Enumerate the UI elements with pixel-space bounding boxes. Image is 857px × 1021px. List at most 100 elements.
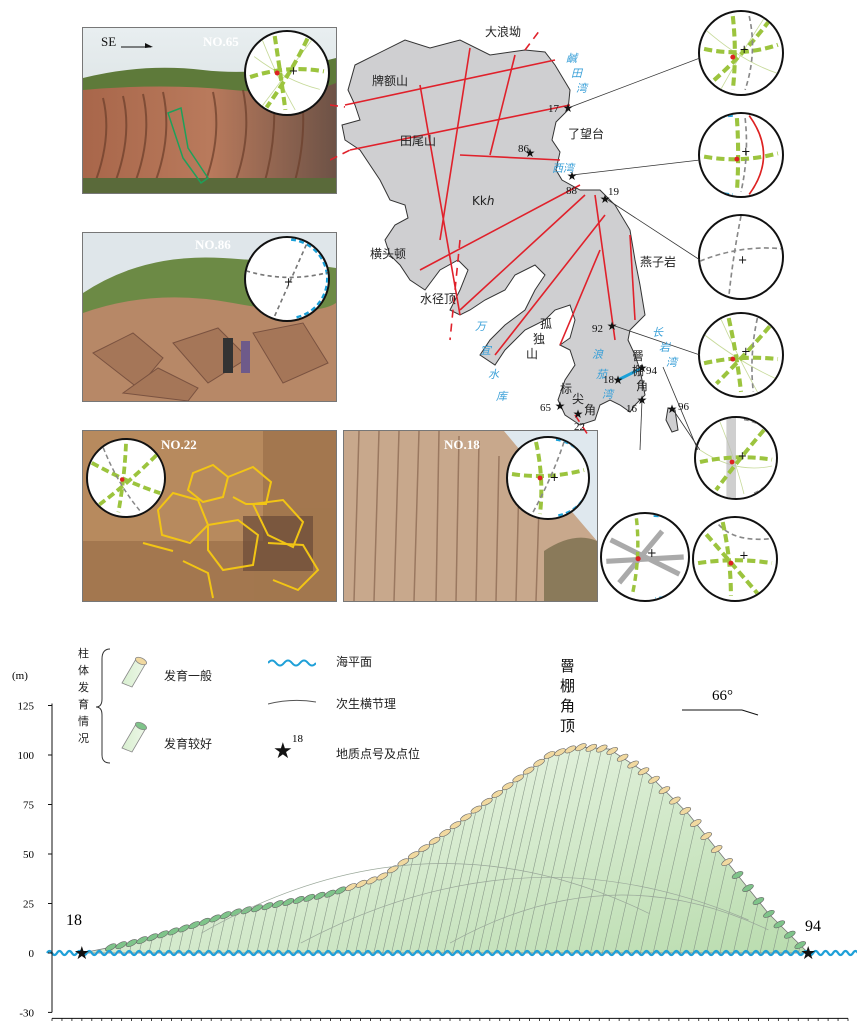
svg-text:宜: 宜 [480, 344, 493, 357]
column-top [752, 897, 765, 905]
column-top [230, 908, 242, 917]
column-good-icon [121, 721, 147, 753]
column-top [104, 943, 117, 952]
svg-text:+: + [738, 253, 748, 267]
svg-text:+: + [738, 450, 747, 463]
column-edge [719, 874, 738, 954]
right-point-label: 94 [805, 918, 821, 935]
water-langjiawan: 浪茄湾 [592, 348, 615, 401]
column-edge [514, 752, 561, 954]
column-edge [443, 809, 477, 954]
column-general-icon [121, 656, 147, 688]
svg-text:+: + [739, 548, 749, 562]
column-edge [266, 904, 279, 954]
stereonet-17: + [698, 10, 784, 96]
column-edge [469, 786, 509, 954]
svg-text:+: + [739, 42, 749, 56]
stereonet-96: + [692, 516, 778, 602]
svg-text:田: 田 [571, 67, 584, 80]
svg-text:角: 角 [584, 403, 596, 417]
place-shuijingding: 水径顶 [420, 292, 456, 306]
column-edge [417, 832, 446, 954]
column-top [418, 844, 430, 853]
svg-text:★: ★ [525, 146, 536, 160]
point-92: 92 [592, 323, 603, 335]
column-top [470, 805, 483, 814]
column-edge [187, 925, 195, 954]
legend-point-num: 18 [292, 733, 303, 745]
water-xiwan: 西湾 [552, 162, 576, 175]
column-top [575, 743, 587, 752]
svg-text:+: + [289, 64, 299, 78]
column-edge [382, 862, 404, 954]
svg-text:★: ★ [567, 169, 578, 183]
column-top [606, 747, 618, 755]
legend-column-general: 发育一般 [164, 669, 213, 683]
column-top [721, 858, 733, 866]
column-edge [335, 887, 352, 954]
svg-text:标: 标 [560, 382, 572, 396]
column-edge [207, 918, 216, 954]
column-edge [168, 931, 174, 954]
place-hengtoudun: 横头顿 [370, 247, 406, 261]
column-top [627, 760, 639, 769]
column-edge [614, 779, 655, 954]
column-edge [364, 876, 383, 954]
svg-text:★: ★ [563, 101, 574, 115]
column-top [637, 767, 650, 776]
legend-group-title: 柱体发育情况 [78, 647, 89, 745]
column-top [272, 900, 284, 909]
svg-text:湾: 湾 [666, 356, 679, 369]
svg-text:湾: 湾 [576, 82, 589, 95]
column-edge [434, 817, 467, 954]
column-top [449, 821, 462, 830]
column-edge [373, 869, 394, 954]
fault-lines [344, 47, 636, 356]
place-liaowangtai: 了望台 [568, 126, 604, 141]
column-edge [316, 893, 331, 954]
point-19: 19 [608, 186, 620, 198]
sea-level-icon [268, 659, 316, 667]
column-top [501, 782, 514, 791]
svg-text:尖: 尖 [572, 392, 584, 406]
secondary-joint [449, 894, 769, 944]
svg-text:库: 库 [496, 390, 509, 403]
column-edge [226, 912, 237, 954]
column-top [763, 909, 775, 918]
column-edge [355, 880, 373, 954]
stereonet-no86: + [244, 236, 330, 322]
svg-text:鹹: 鹹 [566, 52, 579, 65]
column-edge [236, 910, 247, 954]
point-86: 86 [518, 143, 530, 155]
column-top [554, 748, 566, 757]
column-top [125, 939, 138, 948]
column-edge [478, 778, 519, 954]
column-top [648, 775, 660, 784]
column-edge [733, 887, 749, 954]
svg-text:岩: 岩 [659, 341, 671, 354]
svg-text:独: 独 [533, 332, 545, 346]
point-96: 96 [678, 401, 690, 413]
stereonet-16: + [600, 512, 690, 602]
fault-lines-inferred [330, 29, 589, 436]
column-edge [197, 921, 206, 954]
point-22: 22 [574, 421, 585, 433]
column-edge [578, 757, 623, 954]
water-changyanwan: 长岩湾 [652, 326, 679, 369]
water-jiantianwan: 鹹田湾 [566, 52, 589, 95]
column-edge [772, 924, 780, 954]
islet [665, 407, 679, 433]
column-top [585, 743, 598, 752]
column-top [564, 745, 577, 754]
column-top [136, 936, 148, 945]
column-top [658, 786, 671, 795]
secondary-joint-icon [268, 699, 316, 705]
y-tick-label: 50 [23, 849, 35, 861]
svg-text:+: + [647, 546, 657, 560]
point-17: 17 [548, 103, 560, 115]
photo-label-no18: NO.18 [444, 437, 480, 452]
column-top [460, 813, 472, 822]
secondary-joint [201, 863, 650, 934]
summit-label: 罾棚角顶 [560, 657, 576, 735]
column-edge [555, 748, 603, 954]
